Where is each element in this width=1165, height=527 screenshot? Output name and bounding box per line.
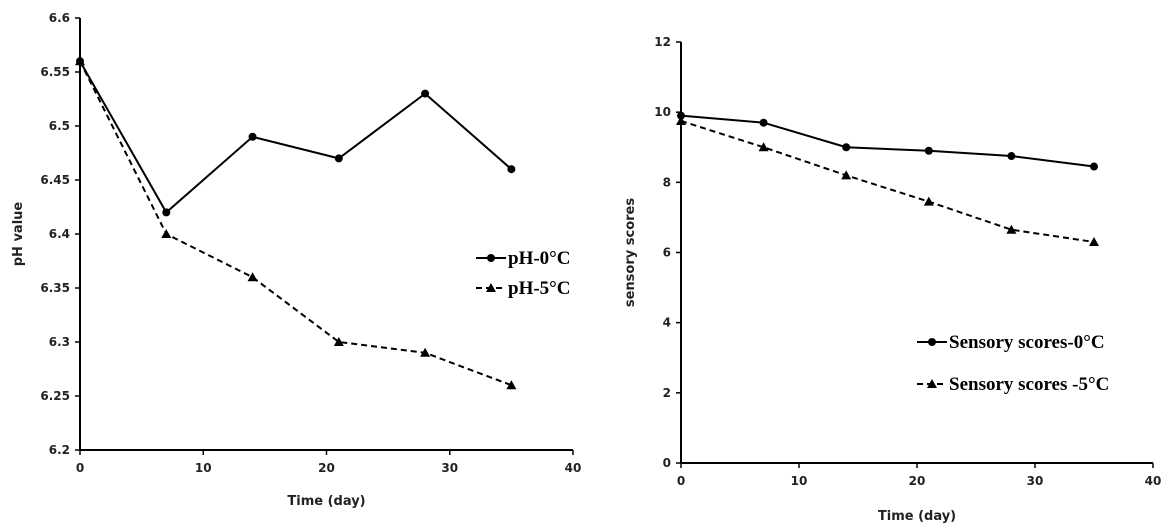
x-axis-title: Time (day) [878, 509, 956, 524]
legend-label: pH-5°C [508, 278, 571, 299]
series-1 [75, 56, 517, 390]
data-point [75, 56, 85, 66]
y-axis-title: pH value [11, 202, 26, 267]
data-point [507, 165, 516, 174]
y-tick-label: 0 [663, 456, 671, 470]
x-tick-label: 0 [76, 461, 84, 475]
y-tick-label: 6.6 [49, 11, 70, 25]
y-tick-label: 6.45 [40, 173, 70, 187]
series-line [79, 60, 513, 214]
y-axis-title: sensory scores [623, 198, 638, 307]
series-line [79, 60, 512, 387]
x-axis-title: Time (day) [287, 494, 365, 509]
y-tick-label: 6.35 [40, 281, 70, 295]
data-point [1089, 236, 1099, 246]
data-point [924, 146, 933, 155]
data-point [247, 272, 258, 282]
series-1 [676, 115, 1099, 246]
legend-label: Sensory scores-0°C [949, 332, 1105, 353]
data-point [334, 154, 343, 163]
x-tick-label: 40 [565, 461, 582, 475]
legend-entry: Sensory scores -5°C [917, 374, 1109, 395]
data-point [162, 208, 171, 217]
legend-entry: pH-5°C [476, 278, 571, 299]
series-line [680, 119, 1095, 243]
y-tick-label: 6.2 [49, 443, 70, 457]
data-point [506, 380, 517, 390]
legend-marker [928, 338, 936, 346]
data-point [842, 143, 851, 152]
legend-marker [927, 379, 937, 388]
x-tick-label: 10 [791, 474, 808, 488]
y-tick-label: 8 [663, 175, 671, 189]
series-0 [76, 57, 516, 217]
data-point [759, 118, 768, 127]
legend-entry: pH-0°C [476, 248, 571, 269]
data-point [333, 337, 344, 346]
x-tick-label: 30 [1027, 474, 1044, 488]
y-tick-label: 6.3 [49, 335, 70, 349]
data-point [161, 229, 172, 238]
data-point [1007, 152, 1016, 161]
legend-entry: Sensory scores-0°C [917, 332, 1105, 353]
x-tick-label: 10 [195, 461, 212, 475]
data-point [841, 170, 852, 180]
y-tick-label: 4 [663, 316, 671, 330]
x-tick-label: 20 [318, 461, 335, 475]
data-point [677, 111, 685, 120]
legend-marker [486, 283, 496, 292]
y-tick-label: 6 [663, 246, 671, 260]
data-point [248, 132, 257, 141]
sensory-chart: 0 2 4 6 8 10 12 0 10 20 30 40 Time (day) sensory scor… [623, 35, 1161, 524]
x-tick-label: 0 [677, 474, 685, 488]
y-tick-label: 6.55 [40, 65, 70, 79]
y-tick-label: 10 [654, 105, 671, 119]
data-point [1090, 162, 1098, 171]
x-tick-label: 20 [909, 474, 926, 488]
data-point [420, 347, 431, 357]
data-point [676, 115, 686, 125]
data-point [923, 196, 934, 206]
series-line [680, 114, 1095, 168]
x-tick-label: 30 [441, 461, 458, 475]
series-0 [677, 111, 1098, 171]
y-tick-label: 6.25 [40, 389, 70, 403]
legend-marker [487, 254, 495, 262]
data-point [1006, 224, 1017, 234]
legend-label: pH-0°C [508, 248, 571, 269]
y-tick-label: 6.4 [49, 227, 70, 241]
ph-chart: 6.2 6.25 6.3 6.35 6.4 6.45 6.5 6.55 6.6 0 10 20 30 40… [11, 11, 581, 509]
legend-label: Sensory scores -5°C [949, 374, 1109, 395]
y-tick-label: 2 [663, 386, 671, 400]
data-point [421, 89, 430, 98]
data-point [758, 142, 769, 152]
y-tick-label: 6.5 [49, 119, 70, 133]
y-tick-label: 12 [654, 35, 671, 49]
x-tick-label: 40 [1145, 474, 1162, 488]
